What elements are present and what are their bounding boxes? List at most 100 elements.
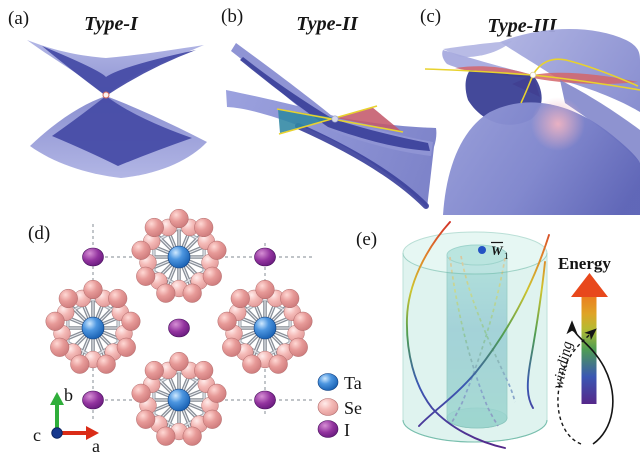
se-atom — [202, 266, 222, 286]
type2-yellow-line — [276, 108, 404, 133]
energy-gradient-bar — [581, 296, 597, 404]
type1-lower-cone — [30, 96, 207, 178]
panel-b-title: Type-II — [296, 13, 359, 35]
legend-se-sphere — [317, 398, 339, 416]
se-atom — [156, 283, 176, 303]
se-atom — [121, 311, 141, 331]
axis-c-label: c — [33, 425, 41, 445]
panel-d-label: (d) — [28, 223, 50, 244]
se-atom — [207, 383, 227, 403]
outer-cylinder — [402, 231, 548, 443]
winding-label: winding — [550, 339, 576, 390]
crystal-axes: b a c — [33, 385, 100, 454]
weyl-point-label: W — [491, 243, 504, 258]
i-atom — [82, 390, 104, 410]
legend-se-label: Se — [344, 398, 362, 418]
se-atom — [108, 288, 128, 309]
se-atom — [280, 288, 300, 309]
energy-label: Energy — [558, 254, 611, 273]
i-atom — [254, 247, 276, 267]
legend-i-label: I — [344, 420, 350, 440]
panel-a: (a) Type-I — [8, 8, 207, 178]
ta-atom — [81, 316, 105, 340]
type2-red-patch — [336, 107, 401, 131]
se-atom — [222, 337, 242, 357]
se-atom — [255, 279, 275, 300]
tase-wheel — [45, 279, 141, 374]
panel-b: (b) Type-II — [221, 6, 437, 209]
crystal-legend: Ta Se I — [317, 373, 362, 440]
axis-b-arrowhead — [50, 392, 64, 405]
legend-ta-sphere — [317, 373, 339, 391]
type1-node-point — [102, 91, 110, 99]
tase-wheel — [217, 279, 313, 374]
i-atom — [254, 390, 276, 410]
winding-curve-solid-arrow — [566, 320, 614, 445]
panel-e-label: (e) — [356, 229, 377, 250]
se-atom — [70, 354, 90, 374]
se-atom — [136, 266, 156, 286]
i-atom — [82, 247, 104, 267]
type1-upper-cone — [27, 40, 204, 96]
type3-surfaces — [442, 28, 640, 215]
panel-d: (d) b a c Ta — [28, 208, 362, 454]
energy-arrowhead — [571, 273, 608, 297]
se-atom — [207, 240, 227, 260]
se-atom — [96, 354, 116, 374]
se-atom — [50, 337, 70, 357]
se-atom — [169, 351, 189, 372]
se-atom — [194, 217, 214, 238]
se-atom — [144, 217, 164, 238]
se-atom — [268, 354, 288, 374]
panel-c-label: (c) — [420, 6, 441, 27]
se-atom — [182, 426, 202, 446]
panel-b-label: (b) — [221, 6, 243, 27]
iodine-atoms — [82, 247, 276, 410]
se-atom — [131, 240, 151, 260]
se-atom — [45, 311, 65, 331]
tase-wheel — [131, 351, 227, 446]
weyl-point-marker: W 1 — [478, 241, 509, 261]
se-atom — [288, 337, 308, 357]
se-atom — [58, 288, 78, 309]
se-atom — [116, 337, 136, 357]
axis-a-arrowhead — [86, 426, 99, 440]
se-atom — [169, 208, 189, 229]
type2-tilted-band — [231, 43, 433, 156]
panel-e: (e) W 1 Energy — [356, 221, 614, 449]
tase-wheel — [131, 208, 227, 303]
type2-yellow-line — [278, 105, 378, 135]
axis-b-label: b — [64, 385, 73, 405]
se-atom — [136, 409, 156, 429]
winding-bands — [406, 221, 550, 449]
se-atom — [83, 279, 103, 300]
se-atom — [217, 311, 237, 331]
type3-red-patch — [455, 66, 638, 84]
legend-i-sphere — [317, 420, 339, 438]
se-atom — [144, 360, 164, 381]
ta-atom — [167, 245, 191, 269]
se-atom — [131, 383, 151, 403]
type2-teal-patch — [278, 109, 336, 133]
panel-a-label: (a) — [8, 8, 29, 29]
axis-a-label: a — [92, 436, 100, 454]
se-atom — [242, 354, 262, 374]
energy-arrow: Energy winding — [550, 254, 614, 445]
se-atom — [182, 283, 202, 303]
ta-atom — [253, 316, 277, 340]
panel-a-title: Type-I — [84, 13, 139, 35]
type3-node-point — [529, 71, 537, 79]
axis-c-dot — [51, 427, 63, 439]
tase-chain-wheels — [45, 208, 313, 446]
ta-atom — [167, 388, 191, 412]
type3-yellow-line — [520, 58, 639, 104]
weyl-point-dot — [478, 246, 486, 254]
se-atom — [202, 409, 222, 429]
type2-node-point — [331, 115, 339, 123]
se-atom — [194, 360, 214, 381]
se-atom — [230, 288, 250, 309]
panel-c: (c) Type-III — [420, 6, 640, 215]
weyl-point-subscript: 1 — [504, 251, 509, 261]
legend-ta-label: Ta — [344, 373, 362, 393]
